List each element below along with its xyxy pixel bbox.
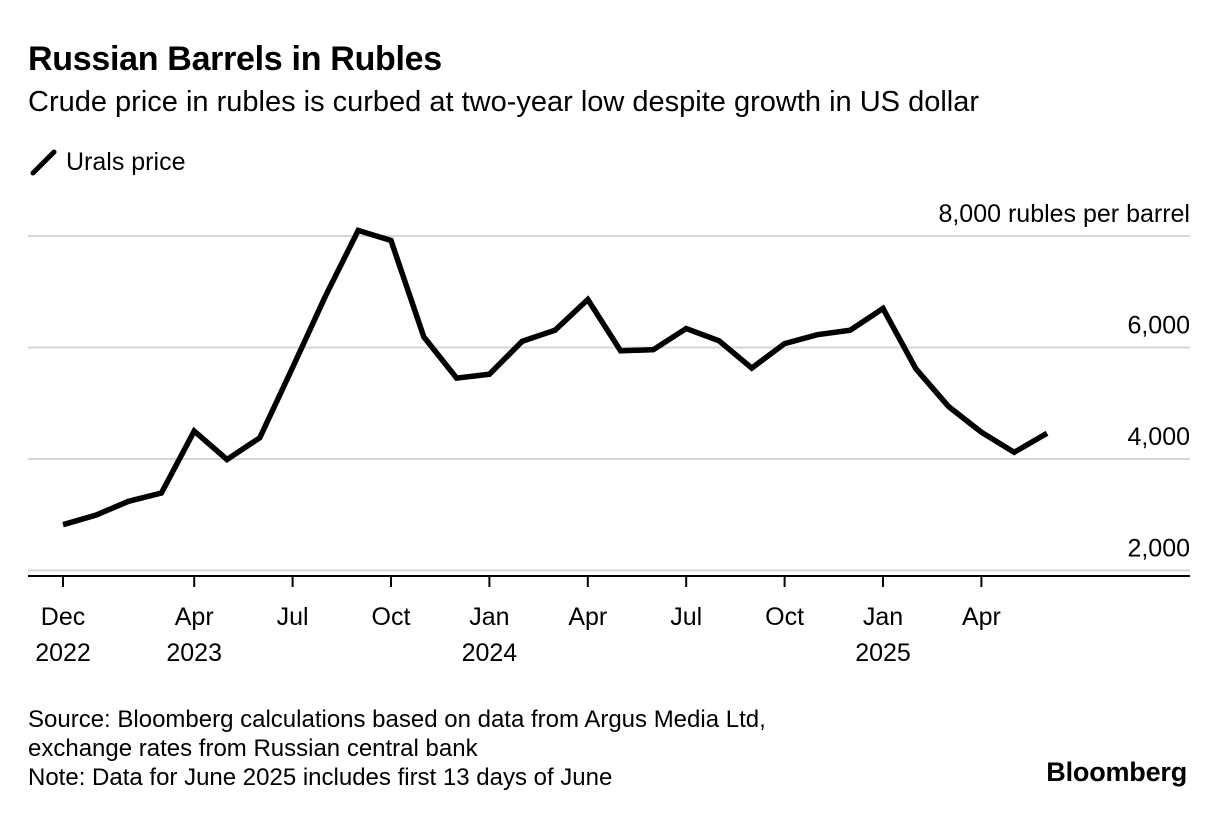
x-tick-label: Apr <box>175 603 214 631</box>
x-axis: Dec 2022 Apr 2023 Jul Oct Jan 2024 Apr Jul Oct Jan 2… <box>28 575 1190 667</box>
legend: Urals price <box>28 146 185 178</box>
x-tick-label: Oct <box>372 603 411 631</box>
x-tick-year-label: 2023 <box>166 639 222 667</box>
x-tick-label: Jul <box>670 603 702 631</box>
y-tick-label: 8,000 rubles per barrel <box>938 200 1190 228</box>
chart-title: Russian Barrels in Rubles <box>28 40 442 78</box>
y-axis-ticks: 2,000 4,000 6,000 8,000 rubles per barrel <box>938 200 1190 562</box>
x-tick-label: Apr <box>568 603 607 631</box>
source-note-line-1: Source: Bloomberg calculations based on … <box>28 706 766 733</box>
x-tick-year-label: 2022 <box>35 639 91 667</box>
data-note: Note: Data for June 2025 includes first … <box>28 764 613 791</box>
source-note-line-2: exchange rates from Russian central bank <box>28 735 478 762</box>
x-tick-label: Oct <box>765 603 804 631</box>
y-tick-label: 2,000 <box>1127 534 1190 562</box>
gridlines <box>28 235 1190 572</box>
x-tick-label: Dec <box>41 603 85 631</box>
line-chart: 2,000 4,000 6,000 8,000 rubles per barrel D… <box>28 200 1190 667</box>
x-tick-label: Jan <box>469 603 509 631</box>
x-tick-year-label: 2025 <box>855 639 911 667</box>
chart-footer: Source: Bloomberg calculations based on … <box>28 705 766 792</box>
x-tick-label: Jan <box>863 603 903 631</box>
series-urals-price <box>62 227 1049 528</box>
y-tick-label: 4,000 <box>1127 423 1190 451</box>
diagonal-line-icon <box>30 149 57 176</box>
series-line <box>62 227 1049 528</box>
x-tick-label: Apr <box>962 603 1001 631</box>
legend-label: Urals price <box>66 147 186 176</box>
bloomberg-logo: Bloomberg <box>1046 757 1187 787</box>
x-tick-label: Jul <box>277 603 309 631</box>
x-tick-year-label: 2024 <box>462 639 518 667</box>
y-tick-label: 6,000 <box>1127 311 1190 339</box>
chart-subtitle: Crude price in rubles is curbed at two-y… <box>28 86 979 118</box>
